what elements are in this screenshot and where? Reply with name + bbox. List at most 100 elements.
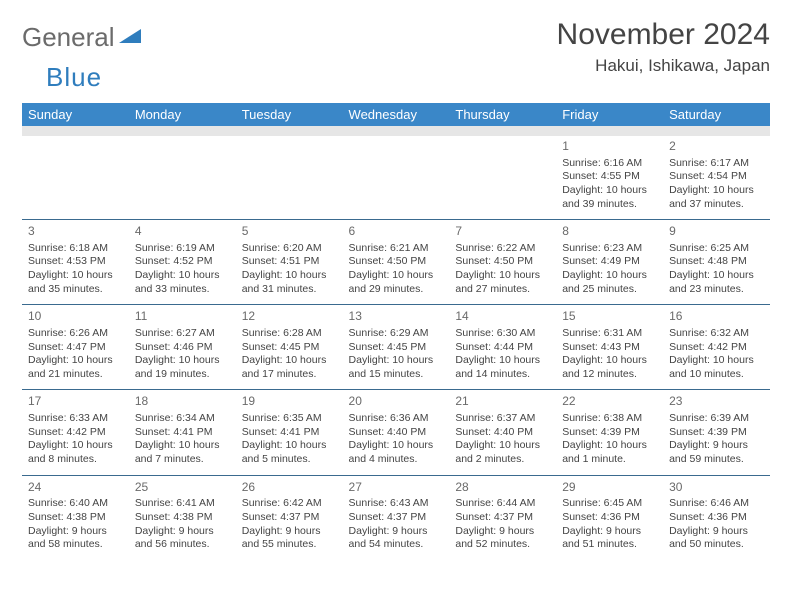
sunset-text: Sunset: 4:41 PM [135,426,230,440]
day-number: 26 [242,480,337,496]
day-number: 8 [562,224,657,240]
sunset-text: Sunset: 4:38 PM [28,511,123,525]
sunrise-text: Sunrise: 6:20 AM [242,242,337,256]
daylight-text: Daylight: 10 hours and 39 minutes. [562,184,657,211]
daylight-text: Daylight: 10 hours and 1 minute. [562,439,657,466]
day-cell: 29Sunrise: 6:45 AMSunset: 4:36 PMDayligh… [556,475,663,560]
daylight-text: Daylight: 9 hours and 52 minutes. [455,525,550,552]
day-cell: 15Sunrise: 6:31 AMSunset: 4:43 PMDayligh… [556,305,663,390]
day-number: 24 [28,480,123,496]
day-header: Sunday [22,103,129,126]
day-cell: 1Sunrise: 6:16 AMSunset: 4:55 PMDaylight… [556,136,663,220]
day-number: 19 [242,394,337,410]
day-header: Monday [129,103,236,126]
sunset-text: Sunset: 4:53 PM [28,255,123,269]
day-header: Wednesday [343,103,450,126]
day-header: Saturday [663,103,770,126]
day-number: 27 [349,480,444,496]
daylight-text: Daylight: 10 hours and 5 minutes. [242,439,337,466]
logo-text-general: General [22,22,115,53]
day-cell: 28Sunrise: 6:44 AMSunset: 4:37 PMDayligh… [449,475,556,560]
day-header: Friday [556,103,663,126]
day-number: 3 [28,224,123,240]
day-number: 25 [135,480,230,496]
day-number: 4 [135,224,230,240]
week-row: 17Sunrise: 6:33 AMSunset: 4:42 PMDayligh… [22,390,770,475]
daylight-text: Daylight: 10 hours and 29 minutes. [349,269,444,296]
day-cell: 26Sunrise: 6:42 AMSunset: 4:37 PMDayligh… [236,475,343,560]
day-number: 6 [349,224,444,240]
sunrise-text: Sunrise: 6:38 AM [562,412,657,426]
daylight-text: Daylight: 10 hours and 31 minutes. [242,269,337,296]
month-title: November 2024 [557,18,770,52]
sunset-text: Sunset: 4:50 PM [349,255,444,269]
sunset-text: Sunset: 4:54 PM [669,170,764,184]
calendar-body: 1Sunrise: 6:16 AMSunset: 4:55 PMDaylight… [22,126,770,560]
day-number: 17 [28,394,123,410]
daylight-text: Daylight: 10 hours and 10 minutes. [669,354,764,381]
day-header: Thursday [449,103,556,126]
sunrise-text: Sunrise: 6:34 AM [135,412,230,426]
sunset-text: Sunset: 4:52 PM [135,255,230,269]
day-cell: 10Sunrise: 6:26 AMSunset: 4:47 PMDayligh… [22,305,129,390]
sunset-text: Sunset: 4:37 PM [349,511,444,525]
day-number: 10 [28,309,123,325]
daylight-text: Daylight: 9 hours and 54 minutes. [349,525,444,552]
day-number: 1 [562,139,657,155]
day-cell: 6 Sunrise: 6:21 AMSunset: 4:50 PMDaylight… [343,220,450,305]
sunrise-text: Sunrise: 6:18 AM [28,242,123,256]
sunset-text: Sunset: 4:42 PM [28,426,123,440]
sunrise-text: Sunrise: 6:45 AM [562,497,657,511]
day-number: 2 [669,139,764,155]
daylight-text: Daylight: 10 hours and 17 minutes. [242,354,337,381]
sunrise-text: Sunrise: 6:25 AM [669,242,764,256]
daylight-text: Daylight: 10 hours and 21 minutes. [28,354,123,381]
day-number: 5 [242,224,337,240]
sunset-text: Sunset: 4:38 PM [135,511,230,525]
daylight-text: Daylight: 9 hours and 56 minutes. [135,525,230,552]
day-number: 30 [669,480,764,496]
sunset-text: Sunset: 4:51 PM [242,255,337,269]
sunrise-text: Sunrise: 6:35 AM [242,412,337,426]
day-number: 23 [669,394,764,410]
sunrise-text: Sunrise: 6:46 AM [669,497,764,511]
day-cell: 9Sunrise: 6:25 AMSunset: 4:48 PMDaylight… [663,220,770,305]
sunrise-text: Sunrise: 6:43 AM [349,497,444,511]
sunrise-text: Sunrise: 6:19 AM [135,242,230,256]
day-cell: 11Sunrise: 6:27 AMSunset: 4:46 PMDayligh… [129,305,236,390]
sunrise-text: Sunrise: 6:36 AM [349,412,444,426]
sunrise-text: Sunrise: 6:30 AM [455,327,550,341]
week-row: 3Sunrise: 6:18 AMSunset: 4:53 PMDaylight… [22,220,770,305]
day-cell: 25Sunrise: 6:41 AMSunset: 4:38 PMDayligh… [129,475,236,560]
sunset-text: Sunset: 4:49 PM [562,255,657,269]
day-cell [236,136,343,220]
daylight-text: Daylight: 10 hours and 12 minutes. [562,354,657,381]
daylight-text: Daylight: 10 hours and 19 minutes. [135,354,230,381]
logo-text-blue: Blue [46,62,102,92]
sunrise-text: Sunrise: 6:22 AM [455,242,550,256]
sunset-text: Sunset: 4:37 PM [455,511,550,525]
day-number: 28 [455,480,550,496]
sunset-text: Sunset: 4:36 PM [669,511,764,525]
sunset-text: Sunset: 4:55 PM [562,170,657,184]
daylight-text: Daylight: 10 hours and 37 minutes. [669,184,764,211]
sunrise-text: Sunrise: 6:27 AM [135,327,230,341]
daylight-text: Daylight: 10 hours and 4 minutes. [349,439,444,466]
daylight-text: Daylight: 9 hours and 50 minutes. [669,525,764,552]
day-cell: 21Sunrise: 6:37 AMSunset: 4:40 PMDayligh… [449,390,556,475]
day-cell: 14Sunrise: 6:30 AMSunset: 4:44 PMDayligh… [449,305,556,390]
day-cell: 13Sunrise: 6:29 AMSunset: 4:45 PMDayligh… [343,305,450,390]
daylight-text: Daylight: 10 hours and 35 minutes. [28,269,123,296]
day-number: 21 [455,394,550,410]
day-cell [129,136,236,220]
day-number: 29 [562,480,657,496]
sunrise-text: Sunrise: 6:21 AM [349,242,444,256]
daylight-text: Daylight: 9 hours and 51 minutes. [562,525,657,552]
sunset-text: Sunset: 4:43 PM [562,341,657,355]
sunrise-text: Sunrise: 6:26 AM [28,327,123,341]
sunset-text: Sunset: 4:45 PM [349,341,444,355]
sunrise-text: Sunrise: 6:44 AM [455,497,550,511]
day-cell: 19Sunrise: 6:35 AMSunset: 4:41 PMDayligh… [236,390,343,475]
day-cell: 5 Sunrise: 6:20 AMSunset: 4:51 PMDaylight… [236,220,343,305]
day-cell: 17Sunrise: 6:33 AMSunset: 4:42 PMDayligh… [22,390,129,475]
